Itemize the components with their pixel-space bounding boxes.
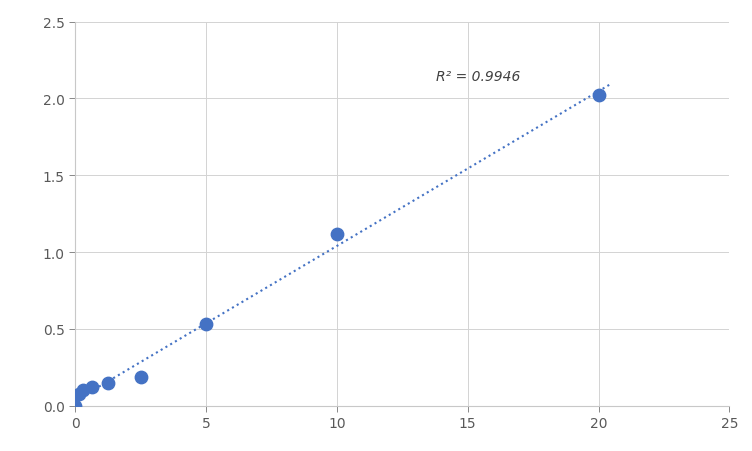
- Point: [135, 373, 147, 380]
- Text: R² = 0.9946: R² = 0.9946: [436, 70, 520, 84]
- Point: [331, 230, 343, 238]
- Point: [102, 379, 114, 387]
- Point: [200, 321, 212, 328]
- Point: [77, 387, 89, 394]
- Point: [86, 384, 98, 391]
- Point: [593, 92, 605, 100]
- Point: [69, 402, 81, 410]
- Point: [73, 390, 85, 397]
